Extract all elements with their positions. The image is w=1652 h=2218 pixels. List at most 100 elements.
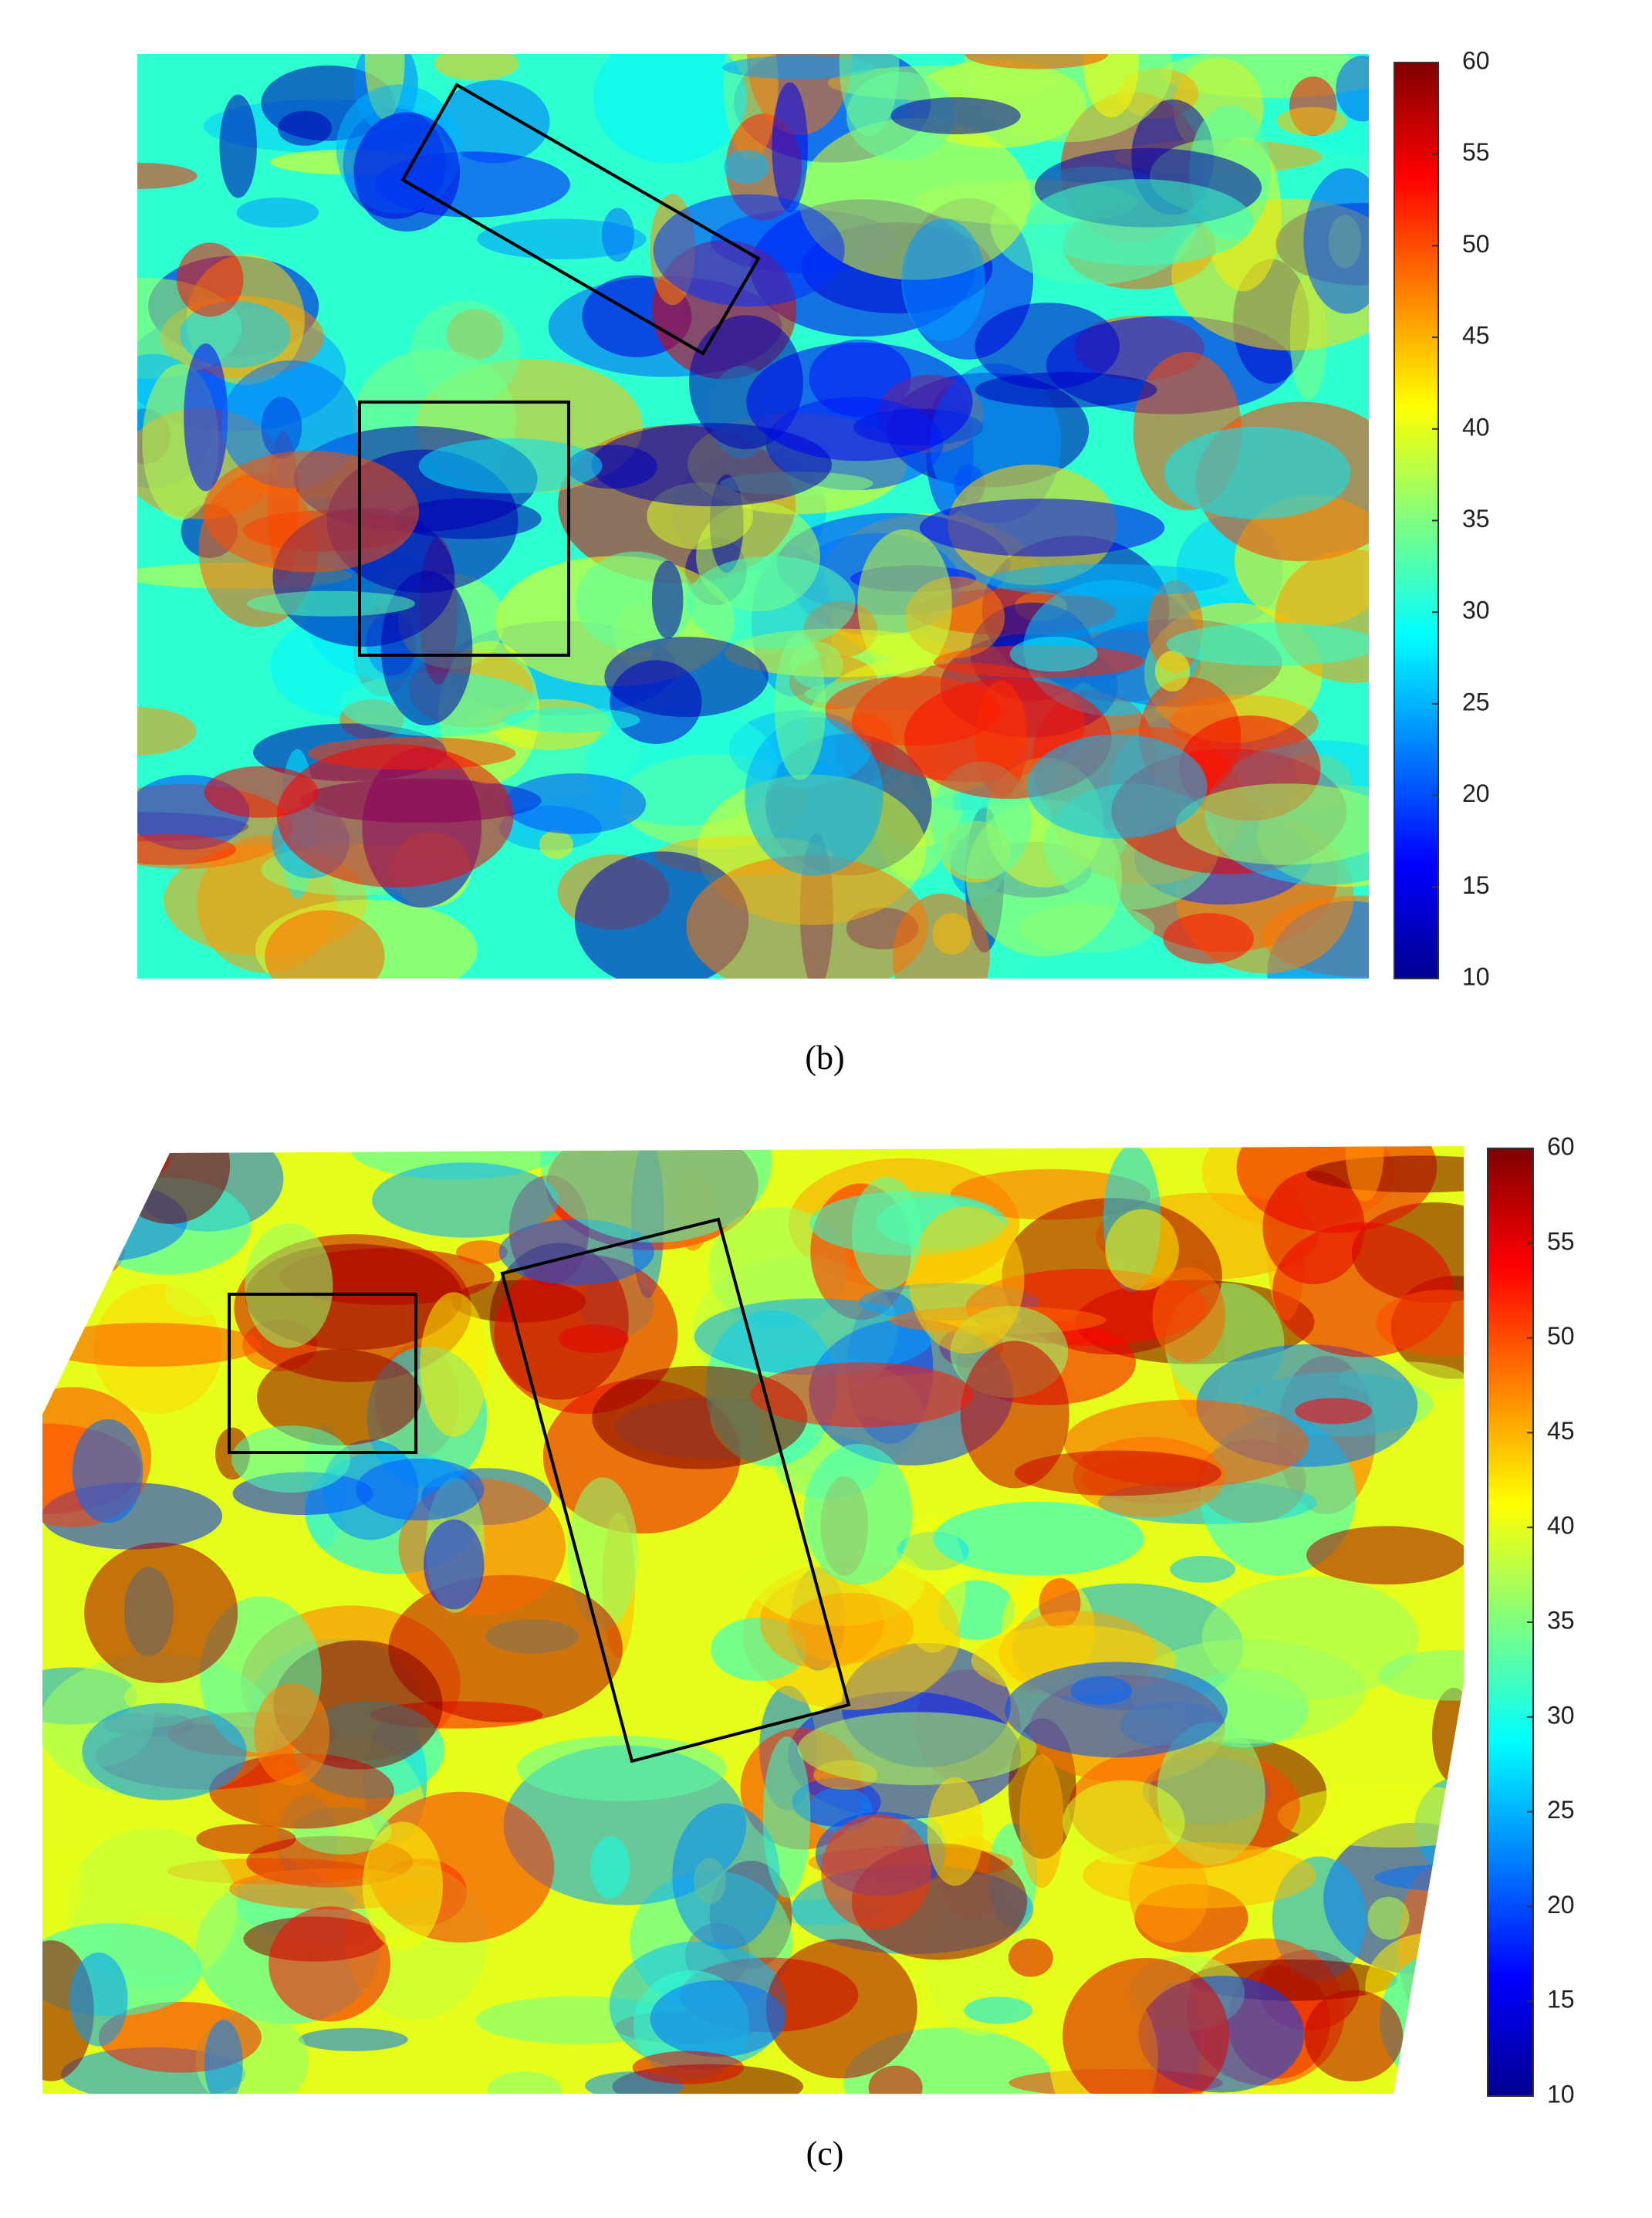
image-texture — [1367, 1896, 1410, 1940]
image-texture — [927, 1777, 984, 1886]
image-texture — [204, 2020, 243, 2094]
image-texture — [236, 198, 319, 228]
image-texture — [516, 1735, 727, 1801]
image-texture — [539, 830, 573, 860]
image-texture — [298, 2027, 408, 2051]
image-texture — [746, 342, 973, 462]
image-texture — [1163, 913, 1254, 964]
highlight-box — [400, 83, 761, 356]
colorbar-tick-label: 15 — [1462, 871, 1490, 899]
colorbar-tick-label: 45 — [1462, 322, 1490, 350]
image-texture — [420, 1292, 488, 1437]
image-texture — [750, 1362, 974, 1428]
image-texture — [1201, 1576, 1419, 1700]
image-texture — [1008, 1938, 1053, 1977]
image-texture — [257, 1349, 422, 1446]
image-texture — [686, 855, 928, 979]
image-texture — [1276, 107, 1347, 136]
image-texture — [410, 300, 521, 404]
image-texture — [965, 54, 1109, 69]
colorbar-tick-label: 15 — [1547, 1986, 1575, 2013]
image-texture — [1304, 1990, 1404, 2082]
image-texture — [110, 1146, 231, 1224]
image-texture — [69, 1953, 128, 2047]
image-texture — [632, 2051, 745, 2084]
colorbar-tick-label: 35 — [1462, 505, 1490, 533]
image-texture — [1009, 636, 1098, 672]
colorbar-tick-label: 50 — [1462, 230, 1490, 258]
image-texture — [1164, 426, 1351, 519]
image-texture — [1378, 1649, 1464, 1701]
image-texture — [772, 82, 808, 213]
image-texture — [672, 1803, 780, 1950]
colorbar-tick-label: 40 — [1462, 413, 1490, 441]
colorbar-tick-label: 60 — [1547, 1132, 1575, 1160]
image-texture — [857, 529, 952, 678]
image-texture — [1026, 734, 1208, 839]
image-texture — [246, 590, 415, 617]
image-texture — [456, 1240, 508, 1264]
image-texture — [82, 1702, 247, 1800]
highlight-box — [358, 401, 570, 657]
colorbar-tick-label: 25 — [1547, 1796, 1575, 1824]
image-texture — [276, 744, 514, 888]
image-texture — [196, 1824, 296, 1854]
image-texture — [1062, 1780, 1185, 1865]
image-texture — [177, 242, 244, 317]
colorbar-tick-label: 50 — [1547, 1322, 1575, 1350]
image-texture — [685, 556, 856, 650]
colorbar-tick-label: 45 — [1547, 1417, 1575, 1445]
caption: (b) — [805, 1039, 844, 1077]
image-texture — [1105, 1209, 1179, 1291]
image-texture — [1376, 1290, 1464, 1357]
image-texture — [1025, 179, 1254, 265]
colorbar — [1487, 1148, 1534, 2097]
image-texture — [355, 1458, 485, 1521]
image-texture — [137, 707, 197, 756]
image-texture — [601, 208, 634, 262]
image-texture — [487, 2071, 562, 2094]
colorbar-tick-label: 20 — [1462, 779, 1490, 807]
image-texture — [265, 910, 385, 979]
image-texture — [1277, 1784, 1464, 1848]
image-texture — [985, 563, 1229, 597]
image-texture — [960, 1341, 1069, 1489]
image-texture — [184, 343, 228, 492]
image-texture — [1070, 1675, 1133, 1706]
image-texture — [362, 1821, 443, 1950]
colorbar-tick-label: 40 — [1547, 1512, 1575, 1540]
colorbar-tick-label: 30 — [1462, 597, 1490, 624]
image-texture — [245, 1222, 333, 1348]
image-texture — [765, 1939, 917, 2079]
image-texture — [269, 1906, 391, 2022]
image-texture — [1166, 623, 1369, 666]
image-texture — [42, 1849, 83, 1925]
image-texture — [932, 912, 972, 955]
image-texture — [1083, 54, 1140, 118]
image-texture — [797, 1712, 1037, 1786]
image-texture — [651, 560, 684, 639]
image-texture — [1175, 783, 1369, 865]
colorbar-tick-label: 60 — [1462, 46, 1490, 74]
image-texture — [774, 633, 826, 780]
image-texture — [933, 1501, 1144, 1576]
image-texture — [1336, 56, 1369, 122]
image-texture — [558, 1324, 630, 1354]
image-texture — [1345, 1146, 1384, 1202]
image-texture — [723, 149, 769, 184]
image-texture — [137, 162, 198, 189]
image-texture — [792, 1777, 881, 1827]
colorbar-tick-label: 55 — [1462, 138, 1490, 166]
colorbar-tick-label: 30 — [1547, 1701, 1575, 1729]
image-texture — [591, 422, 832, 507]
image-texture — [975, 303, 1120, 390]
image — [42, 1146, 1464, 2094]
image-texture — [540, 1146, 772, 1243]
image-texture — [418, 438, 603, 494]
colorbar-tick-label: 20 — [1547, 1891, 1575, 1919]
caption: (c) — [806, 2135, 844, 2172]
colorbar-tick-label: 25 — [1462, 688, 1490, 715]
image-texture — [1152, 1266, 1226, 1363]
colorbar-tick-label: 10 — [1547, 2080, 1575, 2108]
